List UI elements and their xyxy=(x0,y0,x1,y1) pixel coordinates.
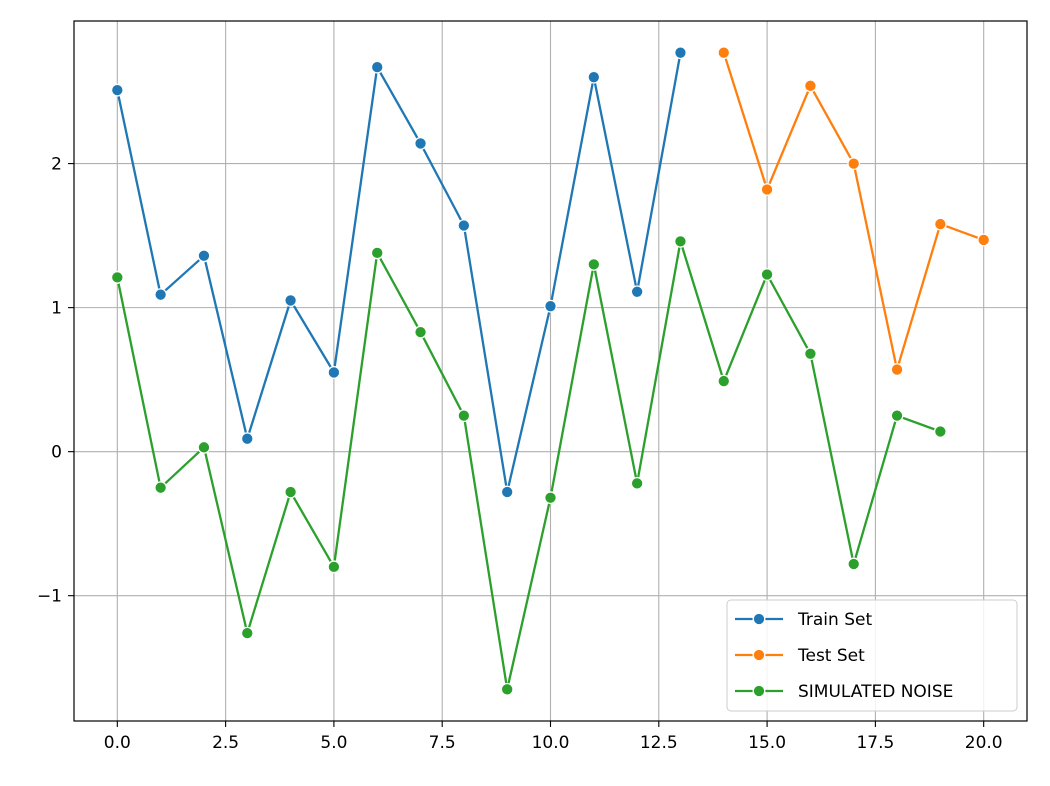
train-set-legend-marker xyxy=(752,612,766,626)
train-set-point xyxy=(240,432,254,446)
test-set-point xyxy=(847,157,861,171)
simulated-noise-point xyxy=(760,268,774,281)
train-set-point xyxy=(370,60,384,74)
simulated-noise-point xyxy=(240,626,254,640)
x-tick-label: 7.5 xyxy=(429,733,456,753)
simulated-noise-point xyxy=(414,325,427,339)
train-set-line xyxy=(116,52,682,494)
test-set-legend-marker xyxy=(752,648,766,662)
simulated-noise-point xyxy=(154,481,168,495)
simulated-noise-legend-label: SIMULATED NOISE xyxy=(798,682,953,702)
x-axis: 0.0 2.5 5.0 7.5 10.0 12.5 15.0 17.5 20.0 xyxy=(104,721,1003,753)
simulated-noise-point xyxy=(717,374,731,388)
train-set-point xyxy=(197,249,211,263)
simulated-noise-point xyxy=(674,234,687,248)
x-tick-label: 10.0 xyxy=(532,733,570,753)
train-set-point xyxy=(544,299,557,313)
test-set-point xyxy=(890,363,904,377)
x-tick-label: 0.0 xyxy=(104,733,131,753)
simulated-noise-point xyxy=(933,425,947,438)
simulated-noise-point xyxy=(847,557,861,571)
simulated-noise-line xyxy=(116,240,941,691)
test-set-point xyxy=(933,217,947,231)
train-set-point xyxy=(457,219,471,232)
y-tick-label: −1 xyxy=(37,587,62,607)
x-tick-label: 12.5 xyxy=(640,733,678,753)
simulated-noise-point xyxy=(630,476,644,490)
simulated-noise-point xyxy=(197,440,211,454)
train-set-point xyxy=(327,365,341,379)
train-set-point xyxy=(110,83,124,97)
simulated-noise-point xyxy=(457,409,471,423)
test-set-legend-label: Test Set xyxy=(797,646,865,666)
y-tick-label: 2 xyxy=(51,155,62,175)
x-tick-label: 20.0 xyxy=(965,733,1003,753)
y-axis: −1 0 1 2 xyxy=(37,155,74,607)
train-set-point xyxy=(674,46,687,60)
train-set-point xyxy=(587,70,601,84)
series-points xyxy=(110,46,991,696)
train-set-point xyxy=(154,288,168,302)
simulated-noise-point xyxy=(370,246,384,260)
x-tick-label: 15.0 xyxy=(748,733,786,753)
simulated-noise-point xyxy=(284,485,298,499)
simulated-noise-point xyxy=(803,347,817,361)
train-set-point xyxy=(500,485,514,499)
simulated-noise-point xyxy=(110,270,124,284)
simulated-noise-legend-marker xyxy=(752,684,766,698)
test-set-point xyxy=(803,79,817,93)
test-set-point xyxy=(717,46,731,60)
simulated-noise-point xyxy=(544,491,557,505)
train-set-point xyxy=(414,136,427,150)
legend: Train Set Test Set SIMULATED NOISE xyxy=(726,599,1018,712)
simulated-noise-point xyxy=(327,560,341,574)
simulated-noise-point xyxy=(500,682,514,696)
train-set-legend-label: Train Set xyxy=(797,610,872,630)
test-set-point xyxy=(977,233,991,247)
test-set-point xyxy=(760,183,774,196)
x-tick-label: 5.0 xyxy=(320,733,347,753)
x-tick-label: 17.5 xyxy=(856,733,894,753)
y-tick-label: 0 xyxy=(51,443,62,463)
x-tick-label: 2.5 xyxy=(212,733,239,753)
y-tick-label: 1 xyxy=(51,299,62,319)
train-set-point xyxy=(284,293,298,307)
train-set-point xyxy=(630,285,644,299)
legend-box xyxy=(726,599,1018,712)
simulated-noise-point xyxy=(890,409,904,423)
simulated-noise-point xyxy=(587,257,601,271)
